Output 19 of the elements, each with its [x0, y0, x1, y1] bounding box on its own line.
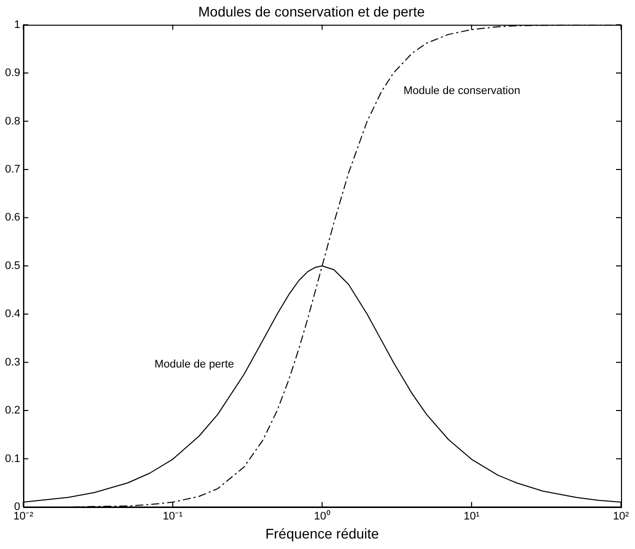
y-tick-label: 0.2	[4, 404, 20, 417]
series-label: Module de perte	[154, 358, 234, 370]
y-tick-label: 0.5	[4, 260, 20, 272]
y-tick-label: 0.6	[4, 212, 20, 224]
x-tick-label: 10¹	[464, 510, 480, 523]
y-tick-label: 1	[14, 18, 20, 31]
y-tick-label: 0.8	[4, 115, 20, 128]
y-tick-label: 0.3	[4, 356, 20, 368]
y-tick-label: 0.7	[4, 163, 20, 176]
y-tick-label: 0.1	[4, 452, 20, 465]
x-tick-label: 10⁻¹	[162, 510, 183, 523]
y-tick-label: 0.9	[4, 67, 20, 80]
x-tick-label: 10⁰	[314, 510, 330, 523]
series-label: Module de conservation	[403, 85, 520, 98]
y-tick-label: 0.4	[4, 308, 20, 320]
x-tick-label: 10⁻²	[13, 510, 34, 523]
x-axis-title: Fréquence réduite	[265, 525, 380, 542]
chart-title: Modules de conservation et de perte	[198, 3, 425, 20]
x-tick-label: 10²	[613, 510, 630, 523]
